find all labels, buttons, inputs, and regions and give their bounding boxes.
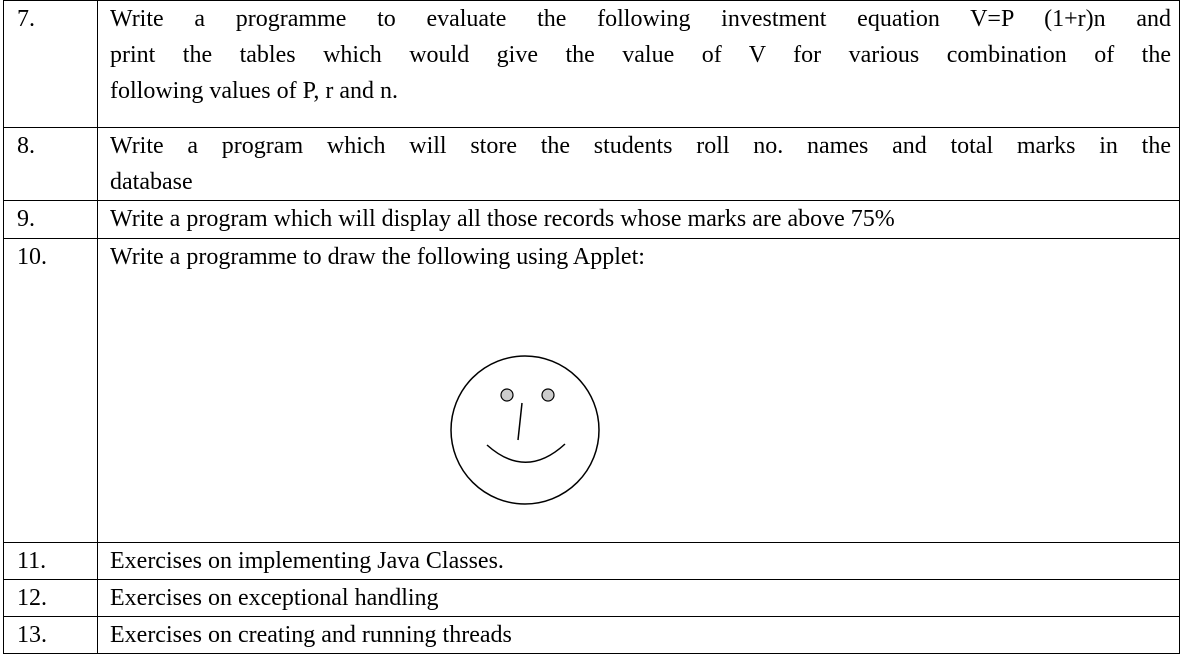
exercise-table: 7. Write a programme to evaluate the fol…	[3, 0, 1180, 654]
text-line: print the tables which would give the va…	[110, 42, 1171, 68]
row: 9. Write a program which will display al…	[3, 200, 1180, 239]
text-line: Write a programme to evaluate the follow…	[110, 6, 1171, 32]
row: 12. Exercises on exceptional handling	[3, 579, 1180, 617]
row-number: 13.	[3, 616, 98, 654]
row-text: Exercises on exceptional handling	[97, 579, 1180, 617]
row: 8. Write a program which will store the …	[3, 127, 1180, 201]
text-line: Write a programme to draw the following …	[110, 244, 645, 270]
row: 11. Exercises on implementing Java Class…	[3, 542, 1180, 580]
row: 7. Write a programme to evaluate the fol…	[3, 0, 1180, 128]
row-number: 9.	[3, 200, 98, 239]
row: 10. Write a programme to draw the follow…	[3, 238, 1180, 543]
face	[450, 355, 600, 505]
row-number: 12.	[3, 579, 98, 617]
row-text: Write a program which will display all t…	[97, 200, 1180, 239]
text-line: Write a program which will store the stu…	[110, 133, 1171, 159]
left-eye	[500, 388, 514, 402]
text-line: Write a program which will display all t…	[110, 206, 895, 232]
text-line: database	[110, 169, 193, 195]
text-line: following values of P, r and n.	[110, 78, 398, 104]
text-line: Exercises on implementing Java Classes.	[110, 548, 504, 574]
row-text: Write a program which will store the stu…	[97, 127, 1180, 201]
text-line: Exercises on creating and running thread…	[110, 622, 512, 648]
smile	[486, 443, 566, 463]
row-text: Exercises on creating and running thread…	[97, 616, 1180, 654]
row-text: Write a programme to evaluate the follow…	[97, 0, 1180, 128]
nose	[517, 402, 523, 441]
row: 13. Exercises on creating and running th…	[3, 616, 1180, 654]
row-number: 7.	[3, 0, 98, 128]
text-line: Exercises on exceptional handling	[110, 585, 439, 611]
row-text: Exercises on implementing Java Classes.	[97, 542, 1180, 580]
right-eye	[541, 388, 555, 402]
row-text: Write a programme to draw the following …	[97, 238, 1180, 543]
